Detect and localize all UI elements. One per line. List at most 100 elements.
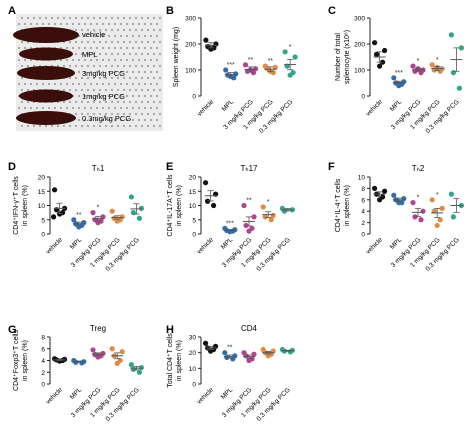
photo-dot bbox=[18, 107, 20, 109]
photo-dot bbox=[132, 71, 134, 73]
photo-dot bbox=[66, 47, 68, 49]
photo-dot bbox=[123, 89, 125, 91]
data-point bbox=[410, 63, 416, 69]
data-point bbox=[418, 217, 424, 223]
data-point bbox=[90, 347, 96, 353]
photo-dot bbox=[60, 59, 62, 61]
photo-dot bbox=[48, 23, 50, 25]
group-3 bbox=[109, 346, 125, 367]
photo-dot bbox=[147, 17, 149, 19]
photo-dot bbox=[108, 71, 110, 73]
y-tick-label: 0 bbox=[41, 232, 45, 239]
significance-mark: ** bbox=[268, 58, 274, 65]
data-point bbox=[128, 362, 134, 368]
y-tick-label: 2 bbox=[361, 220, 365, 227]
photo-dot bbox=[144, 71, 146, 73]
photo-dot bbox=[72, 47, 74, 49]
data-point bbox=[136, 369, 142, 375]
photo-dot bbox=[138, 71, 140, 73]
photo-dot bbox=[27, 17, 29, 19]
photo-dot bbox=[105, 65, 107, 67]
photo-label-03mgkg: 0.3mg/kg PCG bbox=[82, 114, 131, 123]
photo-dot bbox=[147, 53, 149, 55]
photo-dot bbox=[72, 59, 74, 61]
group-3: * bbox=[429, 57, 445, 74]
photo-dot bbox=[111, 77, 113, 79]
photo-dot bbox=[138, 35, 140, 37]
group-2: * bbox=[410, 195, 426, 223]
photo-dot bbox=[129, 113, 131, 115]
photo-dot bbox=[108, 35, 110, 37]
data-point bbox=[412, 214, 418, 220]
photo-dot bbox=[123, 101, 125, 103]
group-0 bbox=[203, 340, 219, 354]
photo-dot bbox=[78, 47, 80, 49]
photo-dot bbox=[102, 59, 104, 61]
photo-dot bbox=[90, 35, 92, 37]
photo-dot bbox=[141, 41, 143, 43]
group-0 bbox=[203, 180, 219, 209]
y-tick-label: 6 bbox=[361, 197, 365, 204]
panel-letter: E bbox=[166, 161, 173, 173]
photo-dot bbox=[102, 83, 104, 85]
photo-dot bbox=[63, 65, 65, 67]
photo-dot bbox=[111, 41, 113, 43]
photo-dot bbox=[96, 95, 98, 97]
photo-dot bbox=[105, 89, 107, 91]
photo-dot bbox=[90, 71, 92, 73]
photo-dot bbox=[69, 101, 71, 103]
photo-dot bbox=[60, 47, 62, 49]
data-point bbox=[437, 217, 443, 223]
photo-dot bbox=[87, 125, 89, 127]
data-point bbox=[251, 214, 257, 220]
photo-dot bbox=[96, 107, 98, 109]
group-4 bbox=[128, 362, 144, 375]
significance-mark: * bbox=[97, 205, 100, 212]
group-3 bbox=[260, 346, 276, 359]
data-point bbox=[223, 67, 229, 73]
photo-dot bbox=[126, 95, 128, 97]
y-tick-label: 0 bbox=[41, 382, 45, 389]
photo-dot bbox=[81, 101, 83, 103]
data-point bbox=[241, 202, 247, 209]
photo-dot bbox=[96, 119, 98, 121]
photo-dot bbox=[135, 101, 137, 103]
y-axis-label: Number of total bbox=[335, 33, 342, 81]
data-point bbox=[246, 228, 252, 234]
photo-dot bbox=[87, 53, 89, 55]
photo-dot bbox=[96, 47, 98, 49]
photo-dot bbox=[114, 35, 116, 37]
photo-dot bbox=[69, 41, 71, 43]
photo-dot bbox=[105, 17, 107, 19]
photo-dot bbox=[42, 23, 44, 25]
panel-letter: G bbox=[8, 324, 17, 336]
spleen-1mgkg bbox=[19, 89, 73, 103]
y-tick-label: 30 bbox=[189, 335, 197, 342]
photo-dot bbox=[150, 119, 152, 121]
photo-dot bbox=[84, 119, 86, 121]
photo-dot bbox=[84, 35, 86, 37]
data-point bbox=[439, 205, 445, 211]
photo-dot bbox=[117, 65, 119, 67]
photo-dot bbox=[150, 35, 152, 37]
group-3: * bbox=[429, 192, 445, 229]
group-2: * bbox=[90, 205, 106, 226]
photo-dot bbox=[123, 29, 125, 31]
photo-dot bbox=[90, 95, 92, 97]
photo-dot bbox=[114, 83, 116, 85]
photo-dot bbox=[132, 83, 134, 85]
photo-dot bbox=[42, 107, 44, 109]
photo-dot bbox=[84, 47, 86, 49]
photo-dot bbox=[33, 125, 35, 127]
photo-dot bbox=[57, 65, 59, 67]
photo-dot bbox=[153, 101, 155, 103]
data-point bbox=[374, 51, 380, 58]
data-point bbox=[203, 180, 209, 186]
photo-dot bbox=[111, 65, 113, 67]
photo-dot bbox=[81, 89, 83, 91]
significance-mark: ** bbox=[227, 345, 233, 352]
data-point bbox=[437, 68, 443, 74]
photo-dot bbox=[141, 101, 143, 103]
y-tick-label: 15 bbox=[38, 189, 46, 196]
photo-dot bbox=[147, 41, 149, 43]
